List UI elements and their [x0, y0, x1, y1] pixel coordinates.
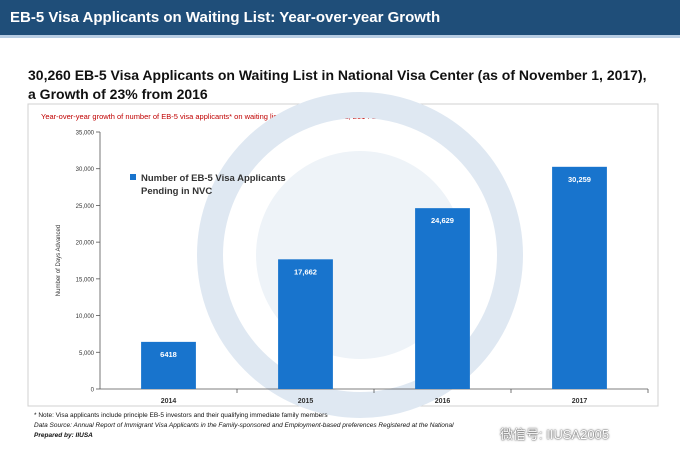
- legend-label: Pending in NVC: [141, 186, 212, 197]
- footnote-source: Data Source: Annual Report of Immigrant …: [34, 422, 454, 429]
- y-tick-label: 15,000: [76, 277, 95, 283]
- y-tick-label: 10,000: [76, 314, 95, 320]
- x-tick-label-2015: 2015: [298, 398, 314, 405]
- footnote-prepared: Prepared by: IIUSA: [34, 432, 93, 439]
- bar-2017: [552, 166, 607, 389]
- seal-watermark-ring: [197, 92, 523, 418]
- headline-line-1: 30,260 EB-5 Visa Applicants on Waiting L…: [28, 67, 647, 83]
- data-label-2015: 17,662: [294, 267, 317, 276]
- chart-subtitle: Year-over-year growth of number of EB-5 …: [41, 112, 391, 121]
- y-axis-label: Number of Days Advanced: [56, 225, 62, 296]
- bar-2014: [141, 341, 196, 389]
- x-tick-label-2017: 2017: [572, 398, 588, 405]
- y-tick-label: 5,000: [79, 351, 95, 357]
- footnotes: * Note: Visa applicants include principl…: [34, 411, 634, 441]
- y-tick-label: 30,000: [76, 167, 95, 173]
- data-label-2017: 30,259: [568, 175, 591, 184]
- bar-2015: [278, 259, 333, 389]
- x-tick-label-2016: 2016: [435, 398, 451, 405]
- legend-label: Number of EB-5 Visa Applicants: [141, 173, 286, 184]
- legend-swatch: [130, 174, 136, 180]
- header-bar: EB-5 Visa Applicants on Waiting List: Ye…: [0, 0, 680, 38]
- y-tick-label: 0: [91, 388, 95, 394]
- wechat-watermark: 微信号: IIUSA2005: [500, 427, 610, 442]
- y-tick-label: 35,000: [76, 131, 95, 137]
- bar-2016: [415, 208, 470, 389]
- x-tick-label-2014: 2014: [161, 398, 177, 405]
- y-tick-label: 20,000: [76, 241, 95, 247]
- footnote-note: * Note: Visa applicants include principl…: [34, 412, 328, 419]
- data-label-2014: 6418: [160, 350, 177, 359]
- y-tick-label: 25,000: [76, 204, 95, 210]
- headline: 30,260 EB-5 Visa Applicants on Waiting L…: [28, 66, 648, 104]
- headline-line-2: a Growth of 23% from 2016: [28, 86, 208, 102]
- page-title: EB-5 Visa Applicants on Waiting List: Ye…: [10, 9, 441, 26]
- data-label-2016: 24,629: [431, 216, 454, 225]
